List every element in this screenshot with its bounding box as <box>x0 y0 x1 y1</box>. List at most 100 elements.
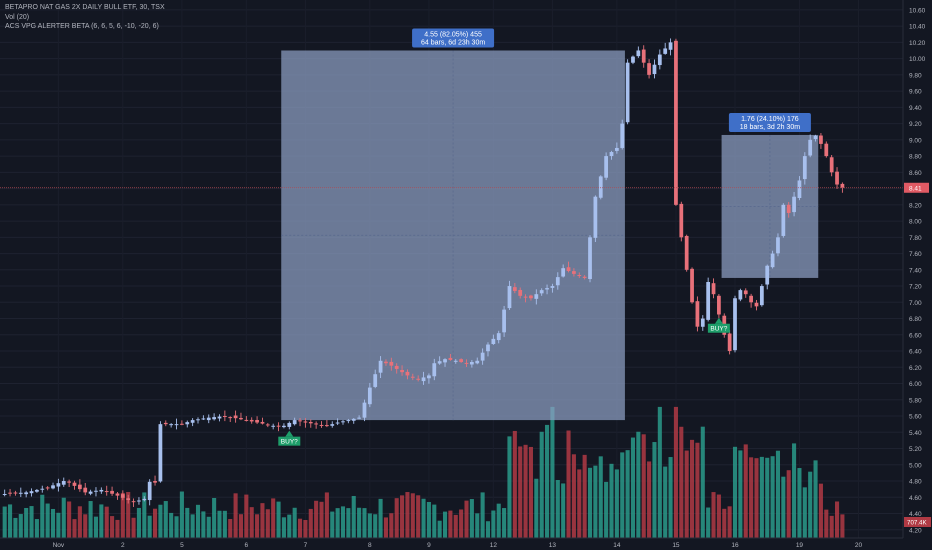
candle-body <box>674 40 678 205</box>
candle-body <box>502 309 506 333</box>
volume-bar <box>604 481 609 538</box>
x-tick-label: 8 <box>368 542 372 549</box>
volume-bar <box>545 424 550 538</box>
candle-body <box>384 361 388 364</box>
y-tick-label: 7.00 <box>909 300 922 307</box>
candle-body <box>120 494 125 498</box>
volume-bar <box>383 517 388 538</box>
volume-bar <box>528 446 533 538</box>
volume-bar <box>244 494 249 538</box>
volume-bar <box>233 493 238 538</box>
candle-body <box>56 483 61 487</box>
current-price-tag <box>904 182 929 193</box>
candle-body <box>67 481 72 483</box>
volume-bar <box>169 512 174 538</box>
volume-bar <box>442 511 448 538</box>
volume-tag <box>904 517 931 527</box>
volume-bar <box>212 497 217 538</box>
candle-body <box>545 288 549 290</box>
y-tick-label: 8.20 <box>909 202 922 209</box>
y-tick-label: 10.60 <box>909 7 926 14</box>
candle-body <box>255 419 259 423</box>
volume-bar <box>276 501 281 538</box>
x-tick-label: 14 <box>613 542 621 549</box>
candle-body <box>410 376 415 378</box>
candle-body <box>77 484 82 490</box>
x-tick-label: 13 <box>549 542 557 549</box>
candle-body <box>636 50 641 57</box>
candle-body <box>394 365 399 369</box>
candle-body <box>260 421 265 424</box>
y-tick-label: 6.00 <box>909 381 922 388</box>
volume-bar <box>77 506 82 538</box>
volume-bar <box>281 517 286 538</box>
candle-body <box>271 425 276 427</box>
candle-body <box>61 481 66 485</box>
candle-body <box>18 492 23 494</box>
volume-bar <box>775 450 781 538</box>
volume-bar <box>34 519 39 538</box>
candle-body <box>367 387 372 405</box>
candle-body <box>529 295 533 299</box>
candle-body <box>469 362 474 365</box>
candle-body <box>126 498 131 500</box>
y-tick-label: 10.00 <box>909 56 926 63</box>
candle-body <box>786 204 791 213</box>
volume-bar <box>61 497 66 538</box>
y-tick-label: 9.60 <box>909 89 922 96</box>
candle-body <box>276 425 281 427</box>
candle-body <box>765 265 770 285</box>
candle-body <box>475 360 480 364</box>
candle-body <box>598 176 603 198</box>
candle-body <box>373 374 378 387</box>
y-tick-label: 6.60 <box>909 332 922 339</box>
buy-signal-arrow <box>714 317 723 324</box>
volume-bar <box>40 494 45 538</box>
candle-body <box>647 63 651 75</box>
candle-body <box>679 203 684 238</box>
y-tick-label: 5.00 <box>909 462 922 469</box>
volume-bar <box>346 508 351 538</box>
volume-bar <box>834 501 840 538</box>
legend-volume-line: Vol (20) <box>5 13 30 21</box>
candle-body <box>749 295 753 303</box>
candle-body <box>700 318 705 327</box>
volume-bar <box>792 443 797 538</box>
current-price-label: 8.41 <box>909 185 922 192</box>
candle-body <box>314 423 319 425</box>
candle-body <box>512 287 517 291</box>
volume-bar <box>410 493 415 538</box>
candle-body <box>142 498 147 501</box>
volume-bar <box>480 492 485 538</box>
volume-bar <box>475 513 480 538</box>
candle-body <box>496 333 501 341</box>
volume-bar <box>88 501 93 538</box>
candle-body <box>131 501 136 503</box>
volume-bar <box>797 468 802 538</box>
candle-body <box>303 421 308 423</box>
volume-bar <box>67 501 72 538</box>
volume-bar <box>485 521 491 538</box>
candle-body <box>657 54 662 66</box>
measure-label-box <box>412 28 495 48</box>
candle-body <box>45 487 50 489</box>
candle-body <box>604 156 609 178</box>
volume-bar <box>652 442 657 538</box>
volume-bar <box>238 514 244 538</box>
volume-bar <box>201 511 206 538</box>
volume-bar <box>630 437 636 538</box>
volume-bar <box>426 502 431 538</box>
y-tick-label: 10.20 <box>909 40 926 47</box>
candle-body <box>491 338 496 345</box>
y-tick-label: 5.80 <box>909 397 922 404</box>
volume-bar <box>45 503 50 538</box>
volume-bar <box>518 446 523 538</box>
candle-body <box>249 419 254 422</box>
candle-body <box>835 171 839 185</box>
candle-body <box>792 196 796 213</box>
y-tick-label: 4.40 <box>909 511 922 518</box>
candle-body <box>94 490 98 492</box>
volume-bar <box>453 514 458 538</box>
volume-bar <box>104 506 109 538</box>
